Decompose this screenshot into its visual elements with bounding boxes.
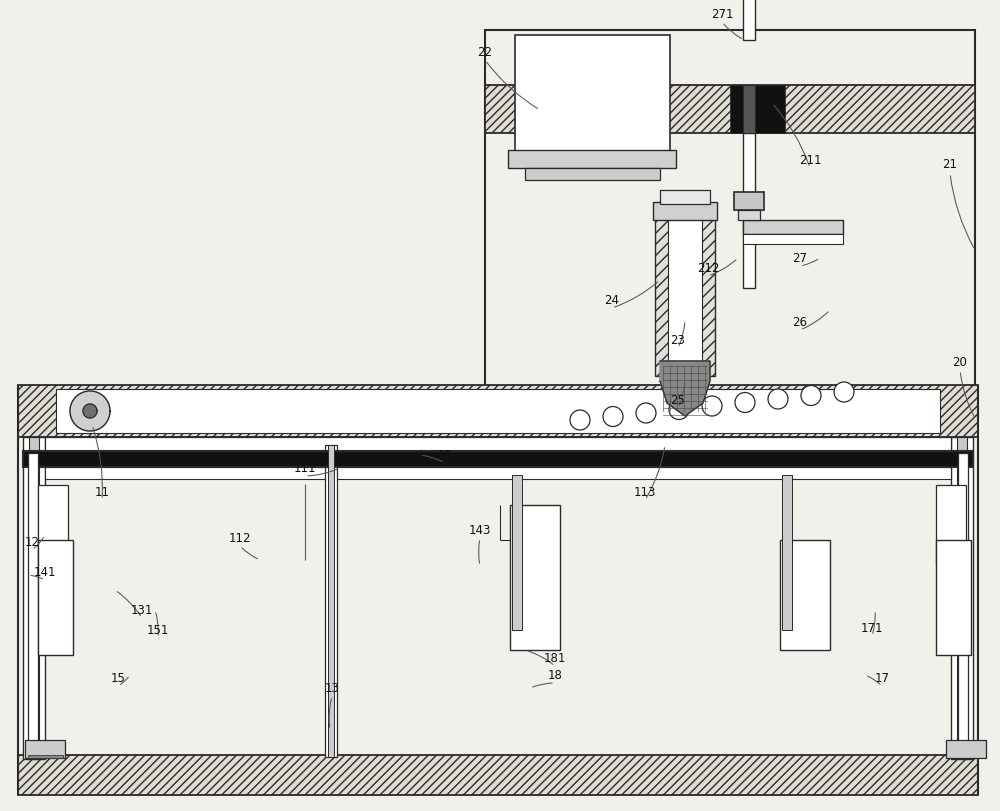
Text: 141: 141 (34, 565, 56, 578)
Text: 13: 13 (325, 681, 339, 694)
Polygon shape (660, 361, 710, 416)
Bar (18, 385, 978, 437)
Text: 17: 17 (874, 672, 890, 684)
Bar (510, 505, 560, 650)
Text: 211: 211 (799, 153, 821, 166)
Bar (23, 451, 973, 467)
Bar (25, 740, 65, 758)
Bar (653, 202, 717, 220)
Circle shape (768, 389, 788, 409)
Text: 23: 23 (671, 333, 685, 346)
Text: 27: 27 (792, 251, 808, 264)
Bar (56, 389, 940, 433)
Text: 143: 143 (469, 523, 491, 537)
Text: 24: 24 (604, 294, 620, 307)
Bar (668, 218, 702, 361)
Text: 181: 181 (544, 651, 566, 664)
Bar (743, 85, 755, 133)
Text: 20: 20 (953, 355, 967, 368)
Bar (23, 437, 45, 759)
Text: 11: 11 (94, 486, 110, 499)
Bar (780, 540, 830, 650)
Bar (18, 755, 978, 795)
Text: 21: 21 (942, 158, 958, 171)
Text: 22: 22 (478, 45, 492, 58)
Bar (29, 437, 39, 759)
Text: 171: 171 (861, 621, 883, 634)
Bar (655, 218, 715, 376)
Bar (485, 30, 975, 390)
Circle shape (636, 403, 656, 423)
Bar (936, 485, 966, 565)
Text: 18: 18 (548, 668, 562, 681)
Bar (936, 540, 971, 655)
Bar (45, 437, 951, 451)
Bar (946, 740, 986, 758)
Text: 12: 12 (24, 535, 40, 548)
Bar (743, 133, 755, 288)
Bar (28, 755, 63, 758)
Bar (957, 437, 967, 759)
Bar (525, 168, 660, 180)
Bar (28, 453, 38, 743)
Text: 212: 212 (697, 261, 719, 274)
Text: 15: 15 (111, 672, 125, 684)
Circle shape (570, 410, 590, 430)
Text: 131: 131 (131, 603, 153, 616)
Bar (734, 192, 764, 210)
Bar (951, 437, 973, 759)
Bar (738, 210, 760, 220)
Bar (743, 220, 843, 234)
Bar (38, 540, 73, 655)
Bar (782, 475, 792, 630)
Text: 111: 111 (294, 461, 316, 474)
Text: 271: 271 (711, 7, 733, 20)
Bar (512, 475, 522, 630)
Text: 26: 26 (792, 315, 808, 328)
Bar (730, 85, 785, 133)
Text: 25: 25 (671, 393, 685, 406)
Text: 10: 10 (438, 448, 452, 461)
Polygon shape (70, 391, 110, 431)
Circle shape (735, 393, 755, 413)
Bar (325, 445, 337, 757)
Polygon shape (83, 404, 97, 418)
Circle shape (603, 406, 623, 427)
Bar (38, 485, 68, 565)
Bar (45, 467, 951, 479)
Circle shape (702, 396, 722, 416)
Text: 112: 112 (229, 531, 251, 544)
Bar (485, 85, 975, 133)
Text: 113: 113 (634, 486, 656, 499)
Circle shape (834, 382, 854, 402)
Bar (743, 234, 843, 244)
Bar (508, 150, 676, 168)
Text: 151: 151 (147, 624, 169, 637)
Circle shape (801, 385, 821, 406)
Bar (660, 190, 710, 204)
Bar (743, 0, 755, 40)
Bar (958, 453, 968, 743)
Bar (328, 445, 334, 757)
Bar (515, 35, 670, 155)
Circle shape (669, 400, 689, 419)
